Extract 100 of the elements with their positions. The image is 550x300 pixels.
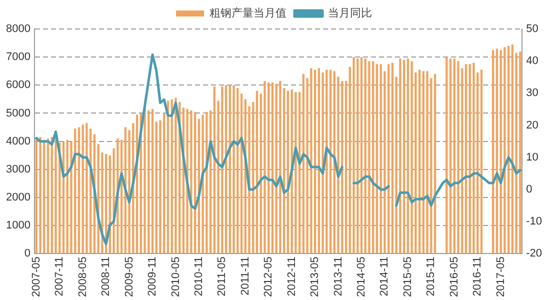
y-tick-label: 8000 <box>6 23 30 36</box>
y-tick-label: 5000 <box>6 107 30 120</box>
bar <box>82 124 84 254</box>
bar <box>232 85 235 254</box>
bar <box>206 112 208 254</box>
bar <box>426 71 428 254</box>
bar <box>480 70 483 254</box>
bar <box>221 86 224 254</box>
x-tick-label: 2013-05 <box>309 256 322 298</box>
bar <box>213 86 216 254</box>
y2-tick-label: 50 <box>526 23 538 36</box>
x-tick-label: 2009-11 <box>146 256 159 296</box>
y2-tick-label: 0 <box>526 183 532 196</box>
bar <box>418 70 421 254</box>
bar <box>364 58 366 254</box>
legend-label: 粗钢产量当月值 <box>210 6 286 20</box>
bar <box>236 88 239 254</box>
bar <box>507 46 510 254</box>
bar <box>298 92 301 254</box>
bar <box>271 82 274 254</box>
bar <box>310 68 312 254</box>
y-tick-label: 2000 <box>6 192 30 204</box>
bar <box>78 127 80 254</box>
bar <box>256 90 258 254</box>
bar <box>252 102 254 254</box>
bar <box>519 51 522 254</box>
bar <box>144 108 146 254</box>
bar <box>453 58 456 254</box>
x-tick-label: 2010-11 <box>192 256 205 296</box>
bar <box>35 138 38 254</box>
x-tick-label: 2012-11 <box>286 256 298 296</box>
bar <box>148 110 150 254</box>
bar <box>333 71 336 254</box>
bar <box>492 50 494 254</box>
y-tick-label: 3000 <box>6 163 30 176</box>
bar <box>372 61 374 254</box>
bar <box>170 99 173 254</box>
x-tick-label: 2014-11 <box>378 256 391 296</box>
x-tick-label: 2015-11 <box>425 256 438 296</box>
bar <box>224 85 228 254</box>
bar <box>314 70 316 254</box>
bar <box>449 58 452 254</box>
y-tick-label: 7000 <box>6 51 30 64</box>
y2-tick-label: 20 <box>526 119 538 132</box>
bar <box>504 47 506 254</box>
x-tick-label: 2007-05 <box>30 256 42 298</box>
bar <box>174 98 177 254</box>
y-tick-label: 6000 <box>6 79 30 92</box>
bar <box>302 74 305 254</box>
bar <box>391 62 394 254</box>
bar <box>360 57 363 254</box>
x-tick-label: 2009-05 <box>123 256 136 298</box>
x-tick-label: 2016-05 <box>448 256 460 298</box>
bar <box>155 122 158 254</box>
bar <box>410 61 413 254</box>
y-tick-label: 4000 <box>6 135 30 148</box>
bar <box>322 72 324 254</box>
bar <box>279 80 282 254</box>
bar <box>329 70 332 254</box>
x-tick-label: 2014-05 <box>356 256 368 298</box>
x-tick-label: 2007-11 <box>54 256 66 296</box>
bar <box>406 58 409 254</box>
y2-tick-label: -20 <box>526 248 542 260</box>
bar <box>166 100 170 254</box>
bar <box>43 140 46 254</box>
bar <box>422 71 424 254</box>
bar <box>403 60 406 254</box>
bar <box>228 85 231 254</box>
bar <box>446 57 448 254</box>
bar <box>368 61 370 254</box>
x-tick-label: 2015-05 <box>402 256 414 298</box>
x-tick-label: 2017-05 <box>494 256 507 298</box>
bar <box>46 138 50 254</box>
x-tick-label: 2013-11 <box>332 256 344 296</box>
x-tick-label: 2016-11 <box>472 256 484 296</box>
bar <box>74 128 76 254</box>
bar <box>194 112 196 254</box>
bar <box>344 80 348 254</box>
y-tick-label: 1000 <box>6 220 30 232</box>
y2-tick-label: 10 <box>526 151 538 164</box>
legend-label: 当月同比 <box>328 6 372 20</box>
bar <box>511 44 514 254</box>
bar <box>190 110 192 254</box>
bar <box>356 58 359 254</box>
bar <box>268 82 270 254</box>
x-tick-label: 2012-05 <box>262 256 275 298</box>
bar <box>468 64 471 254</box>
bar <box>380 64 382 254</box>
bar <box>163 113 166 254</box>
y-tick-label: 0 <box>24 248 30 260</box>
bar <box>500 50 502 254</box>
bar <box>66 140 68 254</box>
y2-tick-label: 30 <box>526 87 538 100</box>
bar <box>39 137 42 254</box>
x-tick-label: 2011-05 <box>216 256 228 296</box>
y2-tick-label: 40 <box>526 55 538 68</box>
bar <box>457 61 460 254</box>
bar <box>86 123 88 254</box>
bar <box>464 64 468 254</box>
bar <box>496 48 498 254</box>
